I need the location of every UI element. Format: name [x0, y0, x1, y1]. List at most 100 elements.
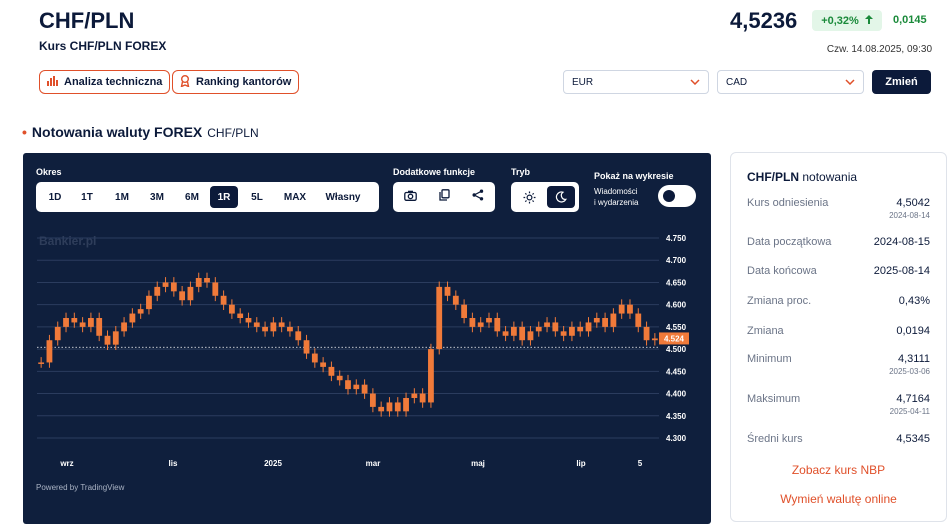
candle-body [79, 322, 86, 327]
news-toggle-label-line2: i wydarzenia [594, 198, 639, 207]
news-toggle-knob [663, 190, 675, 202]
candle-body [510, 326, 517, 336]
current-price: 4,5236 [730, 8, 798, 33]
candle-body [419, 393, 426, 403]
stats-title: CHF/PLN notowania [747, 170, 857, 184]
stats-title-suffix: notowania [802, 170, 858, 184]
candle-body [502, 331, 509, 336]
x-tick-label: lis [169, 459, 178, 468]
period-1r[interactable]: 1R [210, 186, 238, 208]
candle-body [369, 393, 376, 407]
candle-body [577, 326, 584, 332]
candle-body [428, 349, 434, 403]
stat-date: 2025-03-06 [889, 367, 930, 376]
candle-body [403, 398, 409, 412]
stat-label: Data końcowa [747, 265, 817, 277]
chevron-down-icon [690, 77, 700, 88]
technical-analysis-button[interactable]: Analiza techniczna [39, 70, 171, 94]
stat-value: 4,5042 [896, 197, 930, 209]
share-icon[interactable] [472, 188, 484, 206]
candle-body [353, 384, 360, 390]
chart-panel: Okres 1D 1T 1M 3M 6M 1R 5L MAX Własny Do… [23, 153, 711, 524]
period-3m[interactable]: 3M [150, 191, 164, 203]
candle-body [486, 318, 492, 323]
mode-selector [511, 182, 579, 212]
candle-body [469, 318, 476, 327]
candle-body [187, 286, 194, 301]
candle-body [262, 326, 268, 332]
candle-body [477, 322, 484, 327]
candle-body [278, 322, 285, 327]
stat-label: Kurs odniesienia [747, 197, 829, 209]
price-chart: Bankier.pl 4.750 4.700 4.650 4.600 4.550 4.50… [36, 234, 689, 492]
y-tick-label: 4.450 [666, 367, 687, 376]
candle-body [643, 326, 650, 341]
period-5l[interactable]: 5L [251, 191, 263, 203]
candle-body [651, 338, 658, 341]
nbp-rate-link[interactable]: Zobacz kurs NBP [791, 463, 886, 477]
candle-body [544, 322, 550, 327]
sun-icon[interactable] [515, 186, 543, 208]
section-title-text: Notowania waluty FOREX [31, 124, 203, 140]
last-price-label: 4.524 [664, 334, 685, 343]
y-tick-label: 4.750 [666, 234, 687, 243]
stat-maximum: Maksimum 4,7164 2025-04-11 [747, 393, 930, 419]
timestamp: Czw. 14.08.2025, 09:30 [826, 44, 932, 55]
news-toggle-label: Wiadomości i wydarzenia [594, 186, 638, 208]
stat-label: Średni kurs [747, 433, 803, 445]
y-tick-label: 4.700 [666, 256, 687, 265]
candle-body [602, 318, 608, 327]
candle-body [361, 384, 368, 394]
period-1t[interactable]: 1T [81, 191, 93, 203]
candle-body [63, 318, 69, 327]
section-bullet: • [22, 124, 27, 140]
period-1m[interactable]: 1M [115, 191, 129, 203]
bar-chart-icon [47, 75, 58, 89]
change-currency-button[interactable]: Zmień [872, 70, 931, 94]
period-custom[interactable]: Własny [325, 191, 361, 203]
currency-select-cad[interactable]: CAD [717, 70, 864, 94]
x-tick-label: wrz [59, 459, 73, 468]
candle-body [635, 313, 642, 327]
x-tick-label: 5 [638, 459, 643, 468]
news-toggle[interactable] [658, 185, 696, 207]
camera-icon[interactable] [404, 188, 417, 206]
candle-body [336, 375, 343, 381]
exchange-online-link[interactable]: Wymień walutę online [780, 492, 897, 506]
copy-icon[interactable] [439, 188, 450, 206]
candle-body [245, 318, 252, 323]
candle-body [71, 318, 78, 323]
section-title-pair: CHF/PLN [207, 126, 259, 140]
stat-value: 4,7164 [896, 393, 930, 405]
period-6m[interactable]: 6M [185, 191, 199, 203]
currency-select-eur[interactable]: EUR [563, 70, 709, 94]
period-max[interactable]: MAX [283, 191, 307, 203]
candle-body [154, 286, 161, 296]
last-price-marker [659, 332, 689, 345]
stat-minimum: Minimum 4,3111 2025-03-06 [747, 353, 930, 379]
powered-by: Powered by TradingView [36, 483, 125, 492]
candle-body [436, 286, 443, 350]
extra-functions-label: Dodatkowe funkcje [393, 167, 476, 177]
candle-body [494, 318, 501, 332]
candle-body [96, 318, 103, 336]
x-tick-label: 2025 [264, 459, 282, 468]
candle-body [303, 340, 310, 354]
candle-body [618, 304, 625, 314]
period-1d[interactable]: 1D [48, 191, 62, 203]
stat-label: Data początkowa [747, 236, 832, 248]
stat-value: 4,3111 [897, 353, 930, 365]
chevron-down-icon [845, 77, 855, 88]
extra-functions [393, 182, 495, 212]
exchange-ranking-button[interactable]: Ranking kantorów [172, 70, 300, 94]
candle-body [146, 295, 152, 310]
x-tick-label: mar [366, 459, 381, 468]
candle-body [519, 326, 526, 341]
moon-icon[interactable] [547, 186, 575, 208]
award-icon [180, 74, 190, 90]
news-toggle-label-line1: Wiadomości [594, 187, 638, 196]
candle-body [179, 291, 186, 301]
candle-body [461, 304, 468, 318]
stat-label: Maksimum [747, 393, 801, 405]
page-subtitle: Kurs CHF/PLN FOREX [39, 39, 167, 53]
